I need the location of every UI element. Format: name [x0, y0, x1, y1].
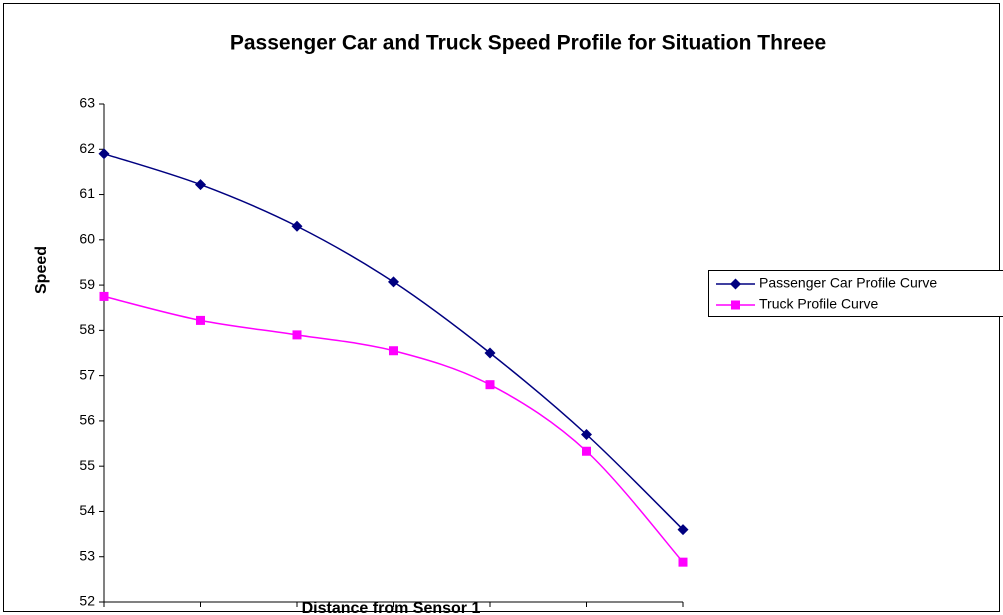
y-tick-label: 57 [79, 366, 95, 382]
marker [581, 428, 592, 440]
x-tick-label: 1000 [474, 612, 505, 615]
marker [678, 557, 688, 567]
y-tick-label: 53 [79, 547, 95, 563]
chart-title: Passenger Car and Truck Speed Profile fo… [230, 32, 826, 55]
y-tick-label: 55 [79, 457, 95, 473]
x-tick-label: 500 [285, 612, 309, 615]
x-tick-label: 1500 [667, 612, 698, 615]
marker [389, 346, 398, 356]
y-tick-label: 54 [79, 502, 95, 518]
legend-label: Passenger Car Profile Curve [759, 275, 937, 291]
series-line [103, 295, 684, 563]
y-tick-label: 62 [79, 140, 95, 156]
y-tick-label: 58 [79, 321, 95, 337]
x-tick-label: 750 [382, 612, 406, 615]
marker [582, 446, 591, 456]
x-axis-label: Distance from Sensor 1 [302, 600, 481, 615]
marker [196, 315, 205, 325]
x-tick-label: 0 [100, 612, 108, 615]
y-tick-label: 60 [79, 231, 95, 247]
legend-box [708, 270, 1003, 317]
y-tick-label: 59 [79, 276, 95, 292]
marker [291, 220, 303, 232]
legend-marker [731, 300, 740, 310]
y-axis-label: Speed [33, 246, 50, 294]
marker [195, 179, 206, 191]
marker [292, 330, 302, 340]
y-tick-label: 52 [79, 593, 95, 609]
y-tick-label: 63 [79, 95, 95, 111]
marker [485, 380, 495, 390]
series-line [103, 153, 684, 531]
x-tick-label: 1250 [571, 612, 602, 615]
y-tick-label: 56 [79, 412, 95, 428]
legend-label: Truck Profile Curve [759, 296, 879, 312]
legend-marker [730, 278, 741, 290]
marker [677, 524, 689, 536]
marker [98, 148, 110, 160]
x-tick-label: 250 [189, 612, 213, 615]
marker [388, 276, 399, 288]
y-tick-label: 61 [79, 185, 95, 201]
marker [484, 347, 496, 359]
marker [99, 291, 109, 301]
